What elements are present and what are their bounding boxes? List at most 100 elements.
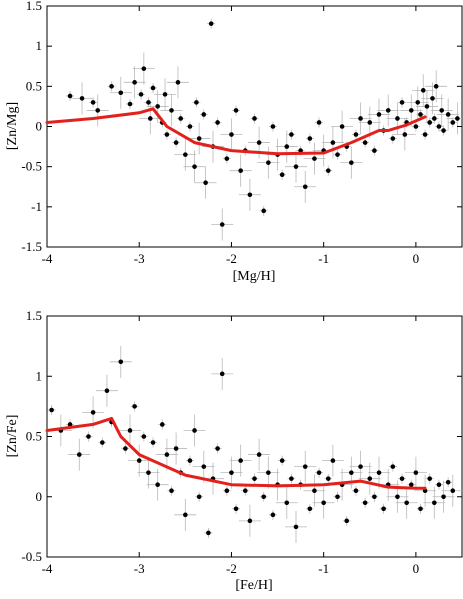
- data-point: [408, 482, 414, 488]
- data-point: [399, 100, 405, 105]
- data-point: [450, 120, 456, 125]
- data-point: [90, 100, 96, 105]
- y-tick-label: 1.5: [26, 0, 42, 13]
- data-point: [196, 136, 202, 141]
- data-point: [173, 140, 179, 145]
- data-point: [289, 476, 294, 481]
- data-point: [399, 476, 405, 481]
- data-point: [321, 500, 326, 506]
- data-point: [219, 222, 225, 227]
- data-point: [307, 136, 313, 141]
- y-tick-label: -1.5: [21, 239, 42, 254]
- x-tick-label: -4: [42, 561, 53, 576]
- errorbar-group-top: [66, 18, 462, 241]
- data-point: [100, 440, 105, 445]
- data-point: [109, 84, 114, 89]
- data-point: [127, 428, 133, 433]
- point-group-bottom: [49, 359, 456, 536]
- model-line-top: [45, 107, 427, 156]
- data-point: [192, 164, 197, 169]
- data-point: [256, 452, 262, 457]
- data-point: [162, 92, 168, 97]
- errorbar-group-bottom: [47, 345, 462, 543]
- data-point: [358, 116, 363, 121]
- data-point: [183, 512, 188, 518]
- panel-zn-mg-vs-mg-h: -4 -3 -2 -1 0 -1.5 -1 -0.5 0 0.5 1 1.5 [Mg/H] [Zn/M…: [5, 0, 463, 284]
- y-tick-label: -0.5: [21, 159, 42, 174]
- data-point: [261, 208, 267, 214]
- data-point: [147, 116, 153, 121]
- data-point: [284, 500, 290, 506]
- data-point: [424, 104, 430, 109]
- data-point: [422, 132, 428, 137]
- data-point: [187, 124, 193, 129]
- x-tick-label: -1: [318, 561, 329, 576]
- data-point: [79, 96, 85, 101]
- data-point: [408, 108, 414, 113]
- data-point: [316, 470, 322, 475]
- y-tick-label: 0: [36, 489, 43, 504]
- data-point: [67, 422, 73, 427]
- data-point: [146, 100, 151, 105]
- data-point: [372, 494, 377, 500]
- y-tick-label: 1.5: [26, 308, 42, 323]
- data-point: [247, 192, 253, 198]
- data-point: [270, 512, 276, 518]
- data-point: [141, 66, 147, 71]
- data-point: [344, 518, 350, 524]
- data-point: [95, 108, 101, 113]
- data-point: [187, 458, 193, 463]
- y-axis-label-top: [Zn/Mg]: [5, 102, 20, 150]
- data-point: [169, 108, 174, 113]
- x-tick-label: -4: [42, 251, 53, 266]
- data-point: [376, 470, 382, 475]
- x-tick-label: 0: [413, 251, 420, 266]
- tick-group-bottom: -4 -3 -2 -1 0 -0.5 0 0.5 1 1.5: [21, 308, 462, 576]
- y-tick-label: 0: [36, 119, 43, 134]
- data-point: [118, 90, 124, 96]
- data-point: [312, 488, 317, 494]
- data-point: [132, 80, 137, 85]
- data-point: [432, 500, 437, 506]
- data-point: [242, 488, 248, 494]
- data-point: [349, 160, 354, 165]
- data-point: [138, 92, 144, 97]
- data-point: [358, 464, 363, 469]
- data-point: [219, 371, 225, 377]
- y-tick-label: -1: [31, 199, 42, 214]
- data-point: [224, 156, 230, 161]
- data-point: [206, 530, 211, 536]
- data-point: [376, 112, 382, 117]
- data-point: [330, 140, 336, 145]
- data-point: [436, 482, 442, 488]
- data-point: [353, 132, 359, 137]
- data-point: [432, 116, 437, 121]
- data-point: [86, 434, 91, 439]
- data-point: [233, 108, 239, 113]
- data-point: [196, 494, 202, 500]
- data-point: [150, 85, 156, 91]
- data-point: [339, 124, 345, 129]
- data-point: [390, 464, 396, 469]
- data-point: [395, 116, 400, 121]
- data-point: [404, 500, 409, 506]
- data-point: [203, 180, 208, 186]
- x-tick-label: -3: [134, 251, 145, 266]
- data-point: [229, 132, 234, 137]
- data-point: [430, 96, 435, 101]
- data-point: [307, 506, 313, 512]
- x-tick-label: -2: [226, 561, 237, 576]
- data-point: [136, 458, 142, 463]
- data-point: [132, 404, 137, 409]
- data-point: [441, 128, 446, 133]
- data-point: [367, 120, 373, 125]
- data-point: [90, 410, 96, 415]
- data-point: [238, 458, 243, 463]
- data-point: [247, 518, 253, 524]
- data-point: [381, 506, 386, 512]
- data-point: [183, 152, 188, 157]
- data-point: [155, 482, 160, 488]
- data-point: [353, 488, 359, 494]
- data-point: [312, 156, 317, 161]
- data-point: [302, 464, 308, 469]
